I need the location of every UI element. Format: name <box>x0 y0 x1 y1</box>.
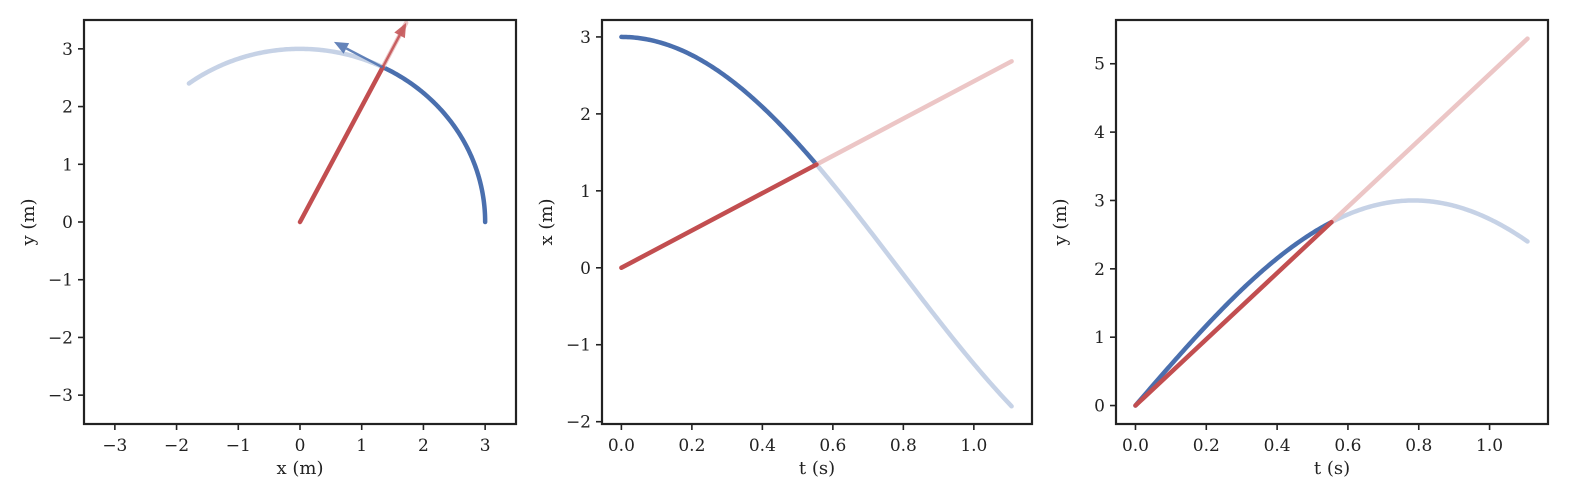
velocity-arrow <box>379 22 407 73</box>
y-tick-label: 0 <box>62 213 73 233</box>
x-tick-label: 1 <box>356 436 367 456</box>
y-tick-label: 1 <box>1094 328 1105 348</box>
plot-area <box>1133 36 1530 408</box>
y-tick-label: −2 <box>48 328 73 348</box>
x-tick-label: 0.2 <box>1193 436 1220 456</box>
x-tick-label: −3 <box>102 436 127 456</box>
axes-frame <box>600 18 1034 426</box>
x-tick-label: 0.2 <box>678 436 705 456</box>
plot-area <box>619 34 1014 409</box>
x-tick-label: 0 <box>295 436 306 456</box>
y-tick-label: 2 <box>1094 260 1105 280</box>
x-axis-label: t (s) <box>799 458 835 479</box>
x-tick-label: 0.0 <box>1122 436 1149 456</box>
y-tick-label: −2 <box>566 413 591 433</box>
series-red-segment <box>619 162 819 271</box>
series-red-segment <box>297 65 385 225</box>
x-tick-label: 2 <box>418 436 429 456</box>
y-tick-label: 4 <box>1094 123 1105 143</box>
y-axis-label: y (m) <box>1050 198 1071 246</box>
x-tick-label: 1.0 <box>960 436 987 456</box>
x-tick-label: 0.4 <box>749 436 776 456</box>
series-blue-arc <box>380 64 488 225</box>
series-red-faded-segment <box>1329 36 1530 225</box>
y-tick-label: 0 <box>580 259 591 279</box>
x-axis-label: t (s) <box>1314 458 1350 479</box>
axes-frame <box>1114 18 1550 426</box>
x-tick-label: 0.6 <box>819 436 846 456</box>
y-tick-label: 1 <box>580 182 591 202</box>
chart-x-vs-time: 0.0 0.2 0.4 0.6 0.8 1.0 −2 −1 0 1 2 3 t (s) x (m) <box>536 18 1034 479</box>
direction-arrow <box>333 41 384 69</box>
series-red-segment <box>1133 219 1334 408</box>
series-blue-faded-arc <box>186 46 386 86</box>
x-tick-label: 0.0 <box>608 436 635 456</box>
x-tick-label: 0.8 <box>1405 436 1432 456</box>
x-axis-label: x (m) <box>277 458 324 479</box>
y-tick-label: 3 <box>62 40 73 60</box>
y-tick-label: 2 <box>62 98 73 118</box>
x-tick-label: −2 <box>164 436 189 456</box>
y-tick-label: −1 <box>48 271 73 291</box>
series-blue-faded-curve <box>1329 198 1530 244</box>
plot-area <box>186 20 488 225</box>
series-blue-curve <box>619 34 819 167</box>
series-blue-curve <box>1133 219 1334 408</box>
y-tick-label: −3 <box>48 386 73 406</box>
series-red-faded-segment <box>814 59 1014 167</box>
y-tick-label: 3 <box>580 28 591 48</box>
y-tick-label: 5 <box>1094 55 1105 75</box>
x-tick-label: 3 <box>480 436 491 456</box>
y-tick-label: 0 <box>1094 397 1105 417</box>
chart-xy-trajectory: −3 −2 −1 0 1 2 3 −3 −2 −1 0 1 2 3 x (m) y (m) <box>18 18 518 479</box>
y-axis-label: y (m) <box>18 198 39 246</box>
chart-y-vs-time: 0.0 0.2 0.4 0.6 0.8 1.0 0 1 2 3 4 5 t (s) y (m) <box>1050 18 1550 479</box>
x-tick-label: 0.8 <box>890 436 917 456</box>
series-blue-faded-curve <box>814 162 1014 409</box>
y-tick-label: 2 <box>580 105 591 125</box>
x-tick-label: 1.0 <box>1476 436 1503 456</box>
x-tick-label: 0.6 <box>1334 436 1361 456</box>
y-tick-label: 3 <box>1094 191 1105 211</box>
y-tick-label: 1 <box>62 155 73 175</box>
x-tick-label: −1 <box>226 436 251 456</box>
y-tick-label: −1 <box>566 336 591 356</box>
y-axis-label: x (m) <box>536 199 557 246</box>
x-tick-label: 0.4 <box>1264 436 1291 456</box>
